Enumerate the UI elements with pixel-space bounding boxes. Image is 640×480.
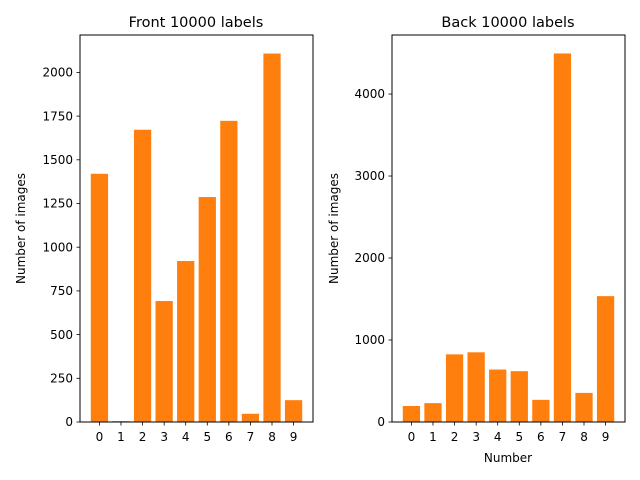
x-tick-label: 8: [268, 430, 276, 444]
y-tick-label: 500: [50, 328, 73, 342]
x-axis-label: Number: [484, 451, 532, 465]
x-tick-label: 6: [225, 430, 233, 444]
x-tick-label: 9: [602, 430, 610, 444]
bar-8: [263, 53, 281, 422]
bar-2: [445, 354, 464, 422]
bars-group: [402, 53, 615, 422]
bar-5: [198, 197, 216, 422]
y-tick-label: 1750: [42, 109, 73, 123]
y-axis-label: Number of images: [14, 173, 28, 284]
y-axis-label: Number of images: [327, 173, 341, 284]
y-axis-ticks: 0 250 500 750 1000 1250 1500 1750 2000: [42, 66, 80, 429]
y-tick-label: 1000: [42, 240, 73, 254]
x-tick-label: 5: [203, 430, 211, 444]
x-tick-label: 0: [408, 430, 416, 444]
bar-4: [489, 369, 507, 422]
bar-6: [532, 399, 550, 422]
x-tick-label: 5: [515, 430, 523, 444]
x-tick-label: 8: [580, 430, 588, 444]
x-tick-label: 7: [247, 430, 255, 444]
plot-frame: [391, 34, 626, 423]
x-tick-label: 2: [139, 430, 147, 444]
x-tick-label: 0: [96, 430, 104, 444]
x-tick-label: 7: [559, 430, 567, 444]
x-tick-label: 4: [182, 430, 190, 444]
y-tick-label: 2000: [42, 66, 73, 80]
y-tick-label: 4000: [354, 87, 385, 101]
bar-7: [241, 413, 260, 422]
y-tick-label: 2000: [354, 251, 385, 265]
x-tick-label: 4: [494, 430, 502, 444]
y-tick-label: 1000: [354, 333, 385, 347]
bar-2: [133, 129, 152, 423]
bar-3: [467, 352, 485, 422]
y-tick-label: 1250: [42, 197, 73, 211]
bar-9: [284, 400, 303, 422]
x-tick-label: 6: [537, 430, 545, 444]
x-tick-label: 1: [429, 430, 437, 444]
y-tick-label: 1500: [42, 153, 73, 167]
bar-3: [155, 301, 173, 422]
chart-title: Front 10000 labels: [129, 15, 264, 31]
y-tick-label: 250: [50, 372, 73, 386]
x-tick-label: 2: [451, 430, 459, 444]
y-tick-label: 0: [377, 415, 385, 429]
bar-1: [424, 403, 442, 422]
bar-7: [553, 53, 572, 422]
bar-4: [177, 261, 195, 422]
y-tick-label: 3000: [354, 169, 385, 183]
plot-frame: [79, 34, 314, 423]
y-tick-label: 750: [50, 284, 73, 298]
bar-5: [510, 371, 528, 422]
bar-9: [596, 296, 615, 422]
x-tick-label: 9: [290, 430, 298, 444]
y-axis-ticks: 0 1000 2000 3000 4000: [354, 87, 392, 429]
x-tick-label: 3: [160, 430, 168, 444]
y-tick-label: 0: [65, 415, 73, 429]
bars-group: [90, 53, 303, 423]
x-tick-label: 1: [117, 430, 125, 444]
bar-0: [402, 406, 421, 422]
bar-8: [575, 392, 593, 422]
bar-0: [90, 173, 109, 422]
x-tick-label: 3: [472, 430, 480, 444]
chart-title: Back 10000 labels: [441, 15, 574, 31]
bar-6: [220, 120, 238, 422]
